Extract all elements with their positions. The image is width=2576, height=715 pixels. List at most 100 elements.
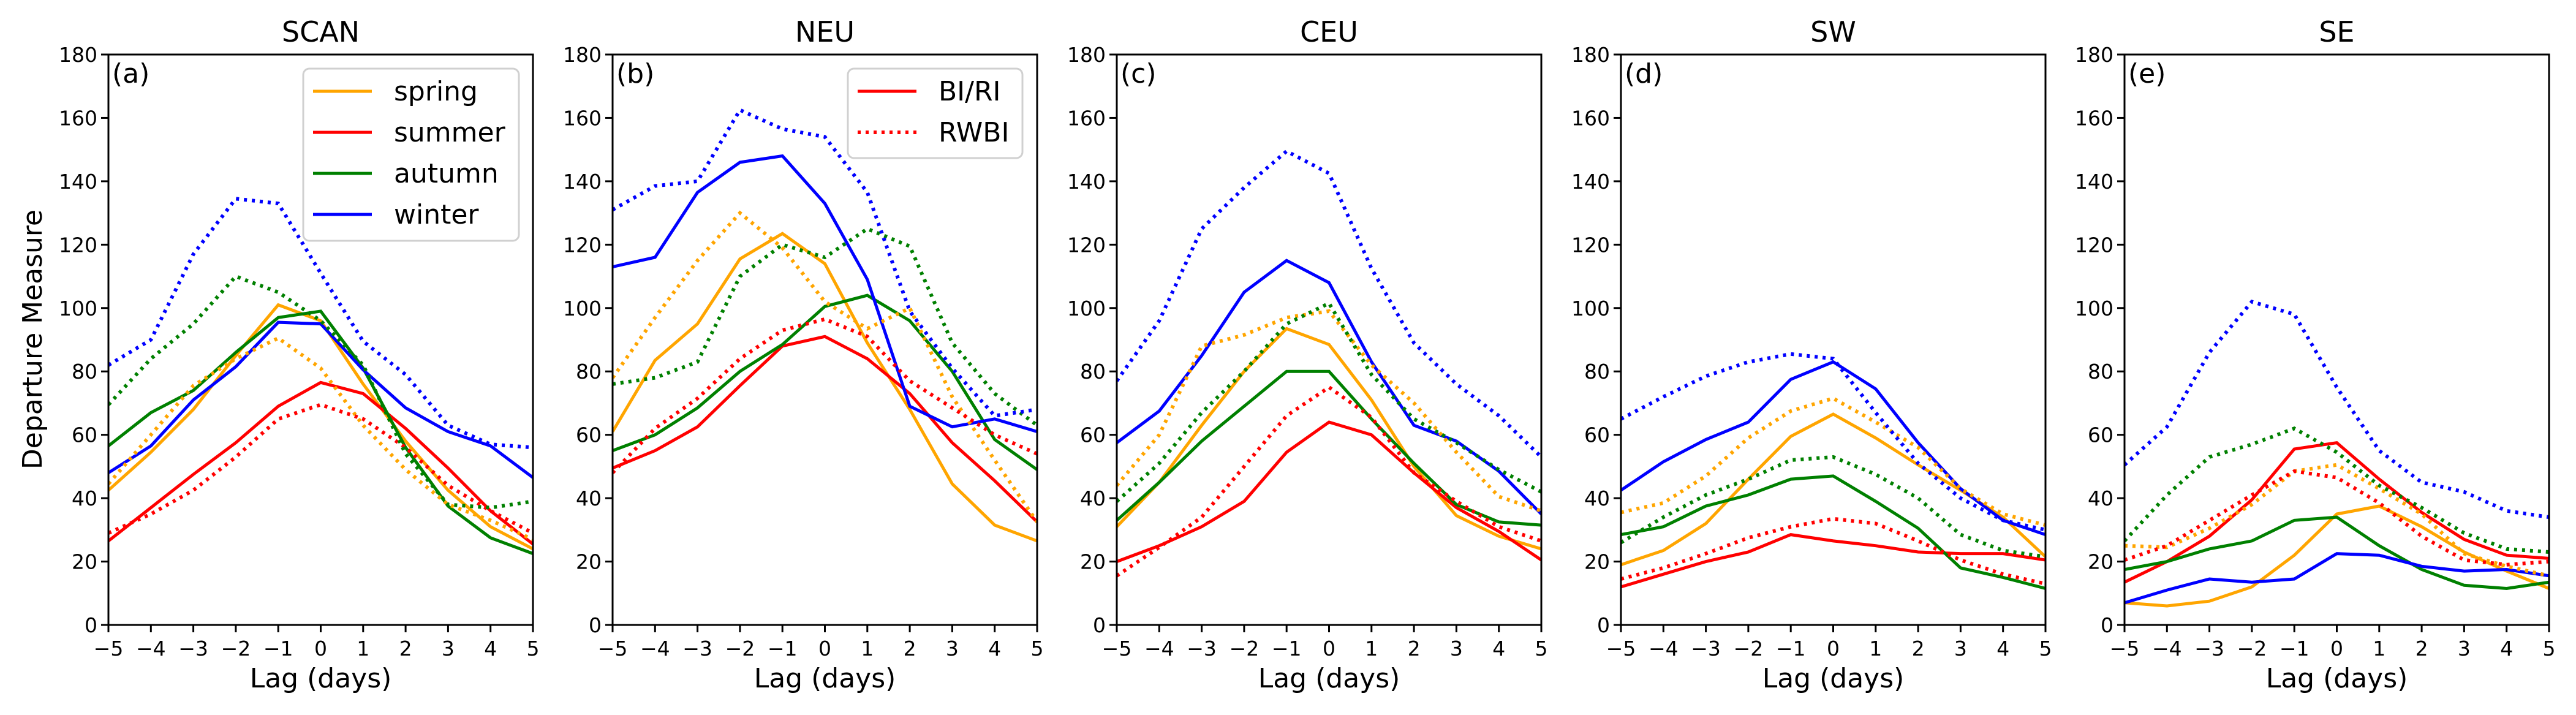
x-tick-label: 2 xyxy=(904,637,916,660)
x-tick-label: 5 xyxy=(2039,637,2052,660)
y-tick-label: 80 xyxy=(2088,360,2113,384)
panel-title: NEU xyxy=(795,15,855,48)
x-tick-label: 1 xyxy=(357,637,369,660)
series-group xyxy=(613,107,1037,543)
x-tick-label: −2 xyxy=(1229,637,1260,660)
y-tick-label: 40 xyxy=(576,486,602,510)
legend-seasons: spring summer autumn winter xyxy=(302,67,520,242)
y-tick-label: 120 xyxy=(1067,233,1106,257)
series-line-summer-rwbi xyxy=(613,317,1037,474)
series-group xyxy=(1621,352,2045,590)
x-tick-label: 1 xyxy=(861,637,874,660)
y-tick-label: 160 xyxy=(1067,106,1106,130)
series-group xyxy=(2125,299,2549,608)
y-tick-label: 80 xyxy=(1584,360,1610,384)
series-line-spring-biri xyxy=(2125,504,2549,608)
y-tick-label: 100 xyxy=(1571,297,1610,320)
x-tick-label: 4 xyxy=(484,637,497,660)
y-tick-label: 140 xyxy=(1571,170,1610,194)
x-tick-label: −2 xyxy=(1734,637,1764,660)
series-line-summer-biri xyxy=(1621,533,2045,589)
x-tick-label: −3 xyxy=(1187,637,1217,660)
x-tick-label: 3 xyxy=(442,637,455,660)
x-tick-label: −1 xyxy=(1776,637,1806,660)
y-tick-label: 140 xyxy=(563,170,602,194)
series-line-autumn-rwbi xyxy=(1117,301,1541,503)
series-line-autumn-biri xyxy=(108,309,533,555)
legend-label: summer xyxy=(394,117,506,148)
series-line-spring-biri xyxy=(613,232,1037,543)
y-tick-label: 100 xyxy=(59,297,97,320)
series-line-spring-rwbi xyxy=(613,210,1037,523)
y-tick-label: 0 xyxy=(85,613,97,637)
x-tick-label: 5 xyxy=(1535,637,1548,660)
series-line-autumn-biri xyxy=(613,293,1037,471)
panel-title: CEU xyxy=(1300,15,1358,48)
x-axis-label: Lag (days) xyxy=(2266,663,2408,694)
x-tick-label: −3 xyxy=(178,637,208,660)
panel-neu: NEU 0 20 40 60 80 100 120 140 160 180 −5 −4 −3 −2 −1 0 1 2… xyxy=(563,15,1044,694)
y-tick-label: 100 xyxy=(1067,297,1106,320)
x-tick-label: −4 xyxy=(640,637,670,660)
y-tick-label: 20 xyxy=(576,550,602,574)
series-line-summer-biri xyxy=(1117,420,1541,563)
x-tick-label: 4 xyxy=(1996,637,2009,660)
x-tick-label: −5 xyxy=(1102,637,1132,660)
series-line-summer-biri xyxy=(2125,441,2549,584)
x-tick-label: 1 xyxy=(1365,637,1378,660)
series-line-autumn-rwbi xyxy=(1621,455,2045,559)
series-line-winter-rwbi xyxy=(613,107,1037,418)
y-tick-label: 40 xyxy=(1584,486,1610,510)
x-tick-label: −1 xyxy=(2279,637,2310,660)
y-tick-label: 20 xyxy=(72,550,97,574)
series-line-summer-biri xyxy=(613,335,1037,523)
x-tick-label: 5 xyxy=(1031,637,1044,660)
panel-letter: (a) xyxy=(112,58,149,89)
y-tick-label: 20 xyxy=(1080,550,1106,574)
series-line-autumn-rwbi xyxy=(108,274,533,510)
panel-letter: (b) xyxy=(616,58,654,89)
y-tick-label: 180 xyxy=(1571,43,1610,67)
x-tick-label: −2 xyxy=(221,637,251,660)
series-line-summer-rwbi xyxy=(1621,516,2045,586)
x-tick-label: 3 xyxy=(2458,637,2471,660)
x-tick-label: −5 xyxy=(2110,637,2140,660)
series-line-winter-biri xyxy=(1621,360,2045,536)
x-tick-label: −5 xyxy=(1606,637,1636,660)
x-tick-label: 2 xyxy=(1408,637,1421,660)
series-line-autumn-rwbi xyxy=(613,227,1037,427)
x-tick-label: −5 xyxy=(598,637,628,660)
legend-label: spring xyxy=(394,76,478,107)
series-line-autumn-biri xyxy=(1621,474,2045,590)
y-tick-label: 80 xyxy=(576,360,602,384)
legend-label: BI/RI xyxy=(939,76,1001,107)
panel-title: SW xyxy=(1810,15,1856,48)
panel-title: SE xyxy=(2319,15,2354,48)
y-tick-label: 60 xyxy=(1080,423,1106,447)
x-tick-label: −4 xyxy=(136,637,166,660)
x-tick-label: 3 xyxy=(1954,637,1967,660)
panel-letter: (e) xyxy=(2128,58,2166,89)
y-tick-label: 60 xyxy=(576,423,602,447)
series-line-winter-rwbi xyxy=(108,197,533,450)
y-tick-label: 180 xyxy=(563,43,602,67)
y-tick-label: 0 xyxy=(1093,613,1106,637)
x-tick-label: 0 xyxy=(818,637,831,660)
x-tick-label: −4 xyxy=(1649,637,1679,660)
y-tick-label: 40 xyxy=(2088,486,2113,510)
y-tick-label: 100 xyxy=(2075,297,2113,320)
y-tick-label: 180 xyxy=(1067,43,1106,67)
x-tick-label: −3 xyxy=(682,637,712,660)
x-tick-label: −4 xyxy=(1144,637,1174,660)
x-tick-label: −3 xyxy=(1691,637,1721,660)
y-tick-label: 20 xyxy=(2088,550,2113,574)
x-tick-label: 4 xyxy=(1492,637,1505,660)
series-group xyxy=(108,197,533,555)
legend-label: autumn xyxy=(394,158,499,189)
legend-label: winter xyxy=(394,199,479,230)
x-tick-label: 4 xyxy=(2500,637,2513,660)
legend-box xyxy=(302,67,520,242)
x-tick-label: 0 xyxy=(1323,637,1335,660)
y-tick-label: 0 xyxy=(589,613,602,637)
